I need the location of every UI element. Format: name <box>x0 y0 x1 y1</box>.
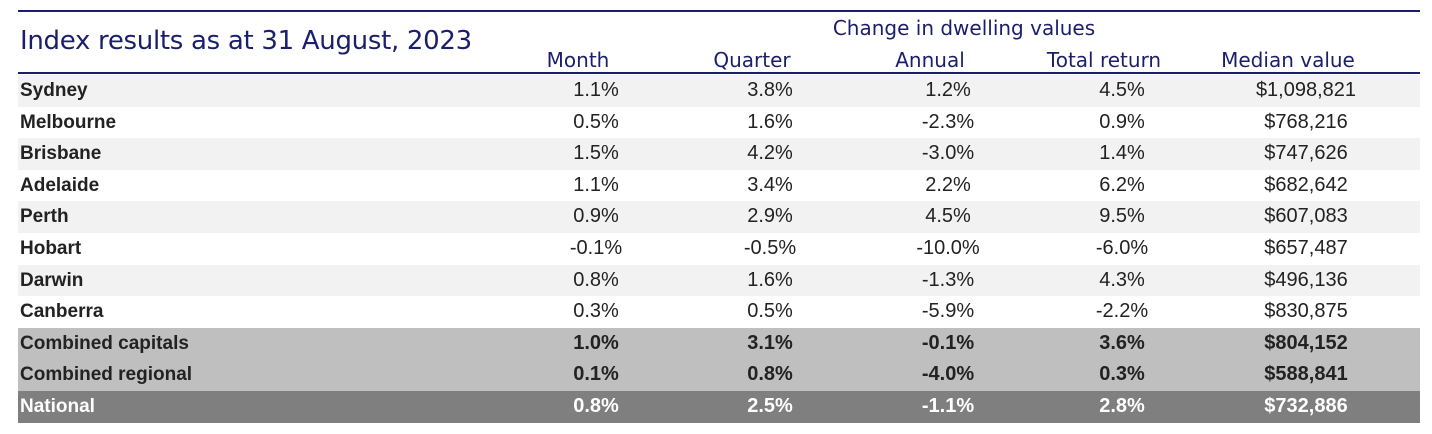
month-value: 0.1% <box>573 363 619 386</box>
month-value: 0.9% <box>573 205 619 228</box>
month-value: 1.1% <box>573 79 619 101</box>
table-row-combined-capitals: Combined capitals 1.0% 3.1% -0.1% 3.6% $… <box>18 327 1420 360</box>
median-value: $732,886 <box>1264 394 1348 417</box>
column-header-annual: Annual <box>895 48 965 72</box>
annual-value: -0.1% <box>921 331 975 354</box>
annual-value: 4.5% <box>925 205 971 228</box>
month-value: 0.8% <box>573 268 619 291</box>
median-value: $588,841 <box>1264 363 1348 386</box>
quarter-value: 1.6% <box>747 268 793 291</box>
table-row: Brisbane 1.5% 4.2% -3.0% 1.4% $747,626 <box>18 138 1420 170</box>
median-value: $804,152 <box>1264 331 1348 354</box>
quarter-value: -0.5% <box>743 236 797 259</box>
table-row: Perth 0.9% 2.9% 4.5% 9.5% $607,083 <box>18 201 1420 233</box>
table-row: Sydney 1.1% 3.8% 1.2% 4.5% $1,098,821 <box>18 75 1420 107</box>
annual-value: 2.2% <box>925 173 971 196</box>
top-rule <box>18 10 1420 12</box>
results-table: Sydney 1.1% 3.8% 1.2% 4.5% $1,098,821 Me… <box>18 75 1420 423</box>
total-return-value: 2.8% <box>1099 394 1145 417</box>
month-value: 1.1% <box>573 173 619 196</box>
median-value: $1,098,821 <box>1255 79 1357 101</box>
quarter-value: 0.8% <box>747 363 793 386</box>
quarter-value: 3.4% <box>747 173 793 196</box>
group-header: Change in dwelling values <box>832 16 1096 40</box>
median-value: $747,626 <box>1264 142 1348 165</box>
quarter-value: 0.5% <box>747 300 793 323</box>
annual-value: 1.2% <box>925 79 971 101</box>
annual-value: -3.0% <box>921 142 975 165</box>
row-label: National <box>20 395 95 417</box>
row-label: Combined regional <box>20 364 193 386</box>
quarter-value: 3.8% <box>747 79 793 101</box>
total-return-value: 0.9% <box>1099 110 1145 133</box>
total-return-value: -2.2% <box>1095 300 1149 323</box>
row-label: Darwin <box>20 269 84 291</box>
quarter-value: 2.5% <box>747 394 793 417</box>
total-return-value: -6.0% <box>1095 236 1149 259</box>
column-header-quarter: Quarter <box>713 48 791 72</box>
row-label: Adelaide <box>20 174 100 196</box>
median-value: $682,642 <box>1264 173 1348 196</box>
annual-value: -4.0% <box>921 363 975 386</box>
row-label: Sydney <box>20 80 88 101</box>
month-value: -0.1% <box>569 236 623 259</box>
row-label: Perth <box>20 206 69 228</box>
median-value: $657,487 <box>1264 236 1348 259</box>
month-value: 0.8% <box>573 394 619 417</box>
quarter-value: 4.2% <box>747 142 793 165</box>
annual-value: -1.1% <box>921 394 975 417</box>
row-label: Brisbane <box>20 143 102 165</box>
total-return-value: 1.4% <box>1099 142 1145 165</box>
table-row: Darwin 0.8% 1.6% -1.3% 4.3% $496,136 <box>18 264 1420 297</box>
row-label: Hobart <box>20 237 82 259</box>
table-row: Adelaide 1.1% 3.4% 2.2% 6.2% $682,642 <box>18 170 1420 202</box>
column-header-month: Month <box>546 48 610 72</box>
row-label: Combined capitals <box>20 332 189 354</box>
table-row: Hobart -0.1% -0.5% -10.0% -6.0% $657,487 <box>18 233 1420 265</box>
total-return-value: 9.5% <box>1099 205 1145 228</box>
annual-value: -1.3% <box>921 268 975 291</box>
median-value: $607,083 <box>1264 205 1348 228</box>
month-value: 1.0% <box>573 331 619 354</box>
table-row: Melbourne 0.5% 1.6% -2.3% 0.9% $768,216 <box>18 107 1420 139</box>
table-row: Canberra 0.3% 0.5% -5.9% -2.2% $830,875 <box>18 296 1420 328</box>
annual-value: -5.9% <box>921 300 975 323</box>
annual-value: -10.0% <box>916 236 980 259</box>
column-header-total-return: Total return <box>1046 48 1162 72</box>
header-rule <box>18 72 1420 74</box>
row-label: Canberra <box>20 301 104 323</box>
total-return-value: 3.6% <box>1099 331 1145 354</box>
month-value: 0.5% <box>573 110 619 133</box>
quarter-value: 2.9% <box>747 205 793 228</box>
table-row-national: National 0.8% 2.5% -1.1% 2.8% $732,886 <box>18 390 1420 423</box>
table-row-combined-regional: Combined regional 0.1% 0.8% -4.0% 0.3% $… <box>18 359 1420 391</box>
month-value: 0.3% <box>573 300 619 323</box>
row-label: Melbourne <box>20 111 117 133</box>
median-value: $768,216 <box>1264 110 1348 133</box>
total-return-value: 4.5% <box>1099 79 1145 101</box>
total-return-value: 4.3% <box>1099 268 1145 291</box>
month-value: 1.5% <box>573 142 619 165</box>
column-header-median-value: Median value <box>1221 48 1355 72</box>
quarter-value: 1.6% <box>747 110 793 133</box>
total-return-value: 0.3% <box>1099 363 1145 386</box>
total-return-value: 6.2% <box>1099 173 1145 196</box>
quarter-value: 3.1% <box>747 331 793 354</box>
median-value: $830,875 <box>1264 300 1348 323</box>
annual-value: -2.3% <box>921 110 975 133</box>
median-value: $496,136 <box>1264 268 1348 291</box>
page-title: Index results as at 31 August, 2023 <box>20 26 472 56</box>
